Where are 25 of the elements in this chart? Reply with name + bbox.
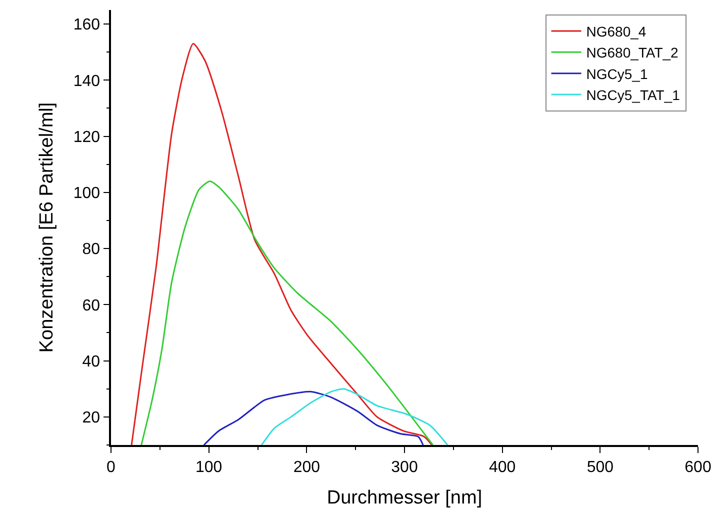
y-tick-label: 40: [82, 353, 100, 370]
y-tick-label: 80: [82, 241, 100, 258]
y-tick-label: 100: [73, 185, 100, 202]
x-tick-label: 400: [488, 458, 516, 476]
x-axis-title: Durchmesser [nm]: [326, 487, 482, 508]
x-tick-label: 600: [684, 458, 712, 476]
legend-label: NGCy5_1: [586, 66, 648, 82]
x-tick-label: 200: [293, 458, 320, 476]
y-axis-title: Konzentration [E6 Partikel/ml]: [36, 102, 58, 353]
legend-label: NG680_TAT_2: [586, 44, 679, 61]
line-series: [203, 390, 424, 445]
x-tick-label: 0: [106, 458, 116, 476]
legend-label: NG680_4: [586, 23, 646, 40]
y-tick-label: 60: [82, 297, 100, 314]
x-tick-label: 500: [586, 458, 614, 476]
y-tick-label: 120: [73, 128, 100, 146]
y-tick-label: 160: [73, 16, 100, 34]
line-series: [260, 388, 448, 445]
line-series: [140, 180, 434, 445]
y-tick-label: 20: [82, 410, 100, 427]
x-tick-label: 100: [195, 458, 222, 476]
x-tick-label: 300: [391, 458, 418, 476]
line-series: [130, 42, 433, 445]
legend-label: NGCy5_TAT_1: [586, 87, 680, 104]
y-tick-label: 140: [73, 72, 100, 90]
